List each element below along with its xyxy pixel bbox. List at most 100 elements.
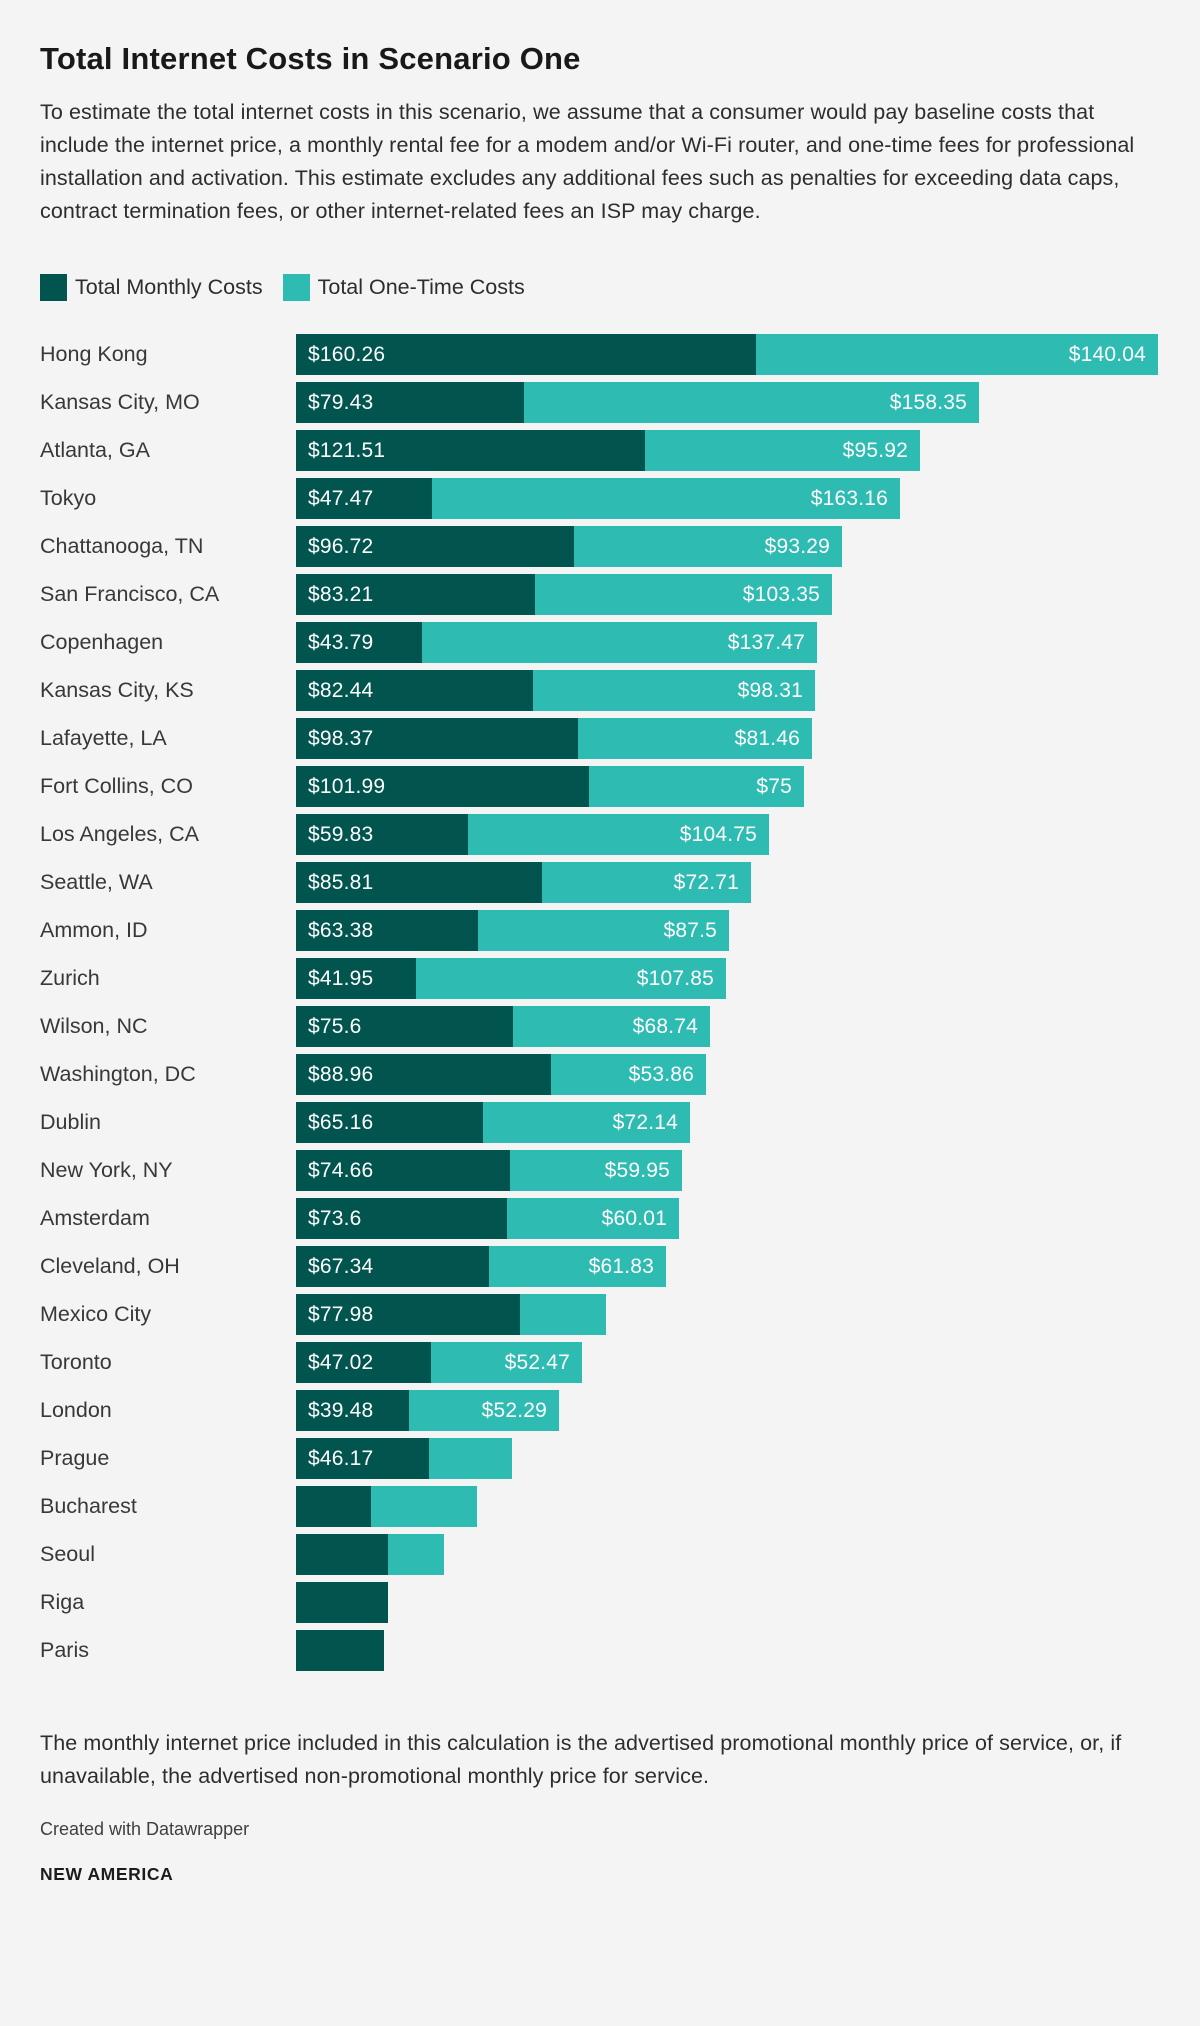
category-label: Fort Collins, CO: [40, 774, 193, 798]
monthly-bar-segment[interactable]: $96.72: [296, 526, 574, 567]
onetime-bar-segment[interactable]: $104.75: [468, 814, 769, 855]
monthly-bar-segment[interactable]: $47.02: [296, 1342, 431, 1383]
bar-value-label: $88.96: [308, 1062, 374, 1086]
bar-row: Chattanooga, TN $96.72 $93.29: [40, 526, 1155, 567]
category-label: Riga: [40, 1590, 85, 1614]
category-label: Tokyo: [40, 486, 97, 510]
onetime-bar-segment[interactable]: $98.31: [533, 670, 815, 711]
onetime-bar-segment[interactable]: $72.71: [542, 862, 751, 903]
monthly-bar-segment[interactable]: $67.34: [296, 1246, 489, 1287]
monthly-bar-segment[interactable]: [296, 1582, 388, 1623]
onetime-bar-segment[interactable]: $137.47: [422, 622, 817, 663]
bar-row: Bucharest: [40, 1486, 1155, 1527]
monthly-bar-segment[interactable]: $46.17: [296, 1438, 429, 1479]
bar-value-label: $43.79: [308, 630, 374, 654]
bar-group: $85.81 $72.71: [296, 862, 751, 903]
bar-row: Kansas City, MO $79.43 $158.35: [40, 382, 1155, 423]
bar-value-label: $52.47: [504, 1350, 570, 1374]
monthly-bar-segment[interactable]: $82.44: [296, 670, 533, 711]
bar-row: Seattle, WA $85.81 $72.71: [40, 862, 1155, 903]
bar-value-label: $101.99: [308, 774, 386, 798]
category-label: Atlanta, GA: [40, 438, 150, 462]
onetime-bar-segment[interactable]: [520, 1294, 606, 1335]
bar-group: $77.98: [296, 1294, 606, 1335]
bar-row: Amsterdam $73.6 $60.01: [40, 1198, 1155, 1239]
category-label: Cleveland, OH: [40, 1254, 180, 1278]
onetime-bar-segment[interactable]: [371, 1486, 477, 1527]
monthly-bar-segment[interactable]: $74.66: [296, 1150, 510, 1191]
onetime-bar-segment[interactable]: $95.92: [645, 430, 920, 471]
monthly-bar-segment[interactable]: $121.51: [296, 430, 645, 471]
bar-row: Ammon, ID $63.38 $87.5: [40, 910, 1155, 951]
onetime-bar-segment[interactable]: $107.85: [416, 958, 726, 999]
bar-row: Zurich $41.95 $107.85: [40, 958, 1155, 999]
monthly-bar-segment[interactable]: [296, 1630, 384, 1671]
onetime-bar-segment[interactable]: $163.16: [432, 478, 900, 519]
bar-row: Cleveland, OH $67.34 $61.83: [40, 1246, 1155, 1287]
bar-chart: Hong Kong $160.26 $140.04 Kansas City, MO $7…: [40, 334, 1158, 1671]
onetime-bar-segment[interactable]: [388, 1534, 444, 1575]
monthly-bar-segment[interactable]: $59.83: [296, 814, 468, 855]
bar-group: $82.44 $98.31: [296, 670, 815, 711]
bar-value-label: $83.21: [308, 582, 374, 606]
monthly-bar-segment[interactable]: $73.6: [296, 1198, 507, 1239]
onetime-bar-segment[interactable]: $87.5: [478, 910, 729, 951]
bar-row: Prague $46.17: [40, 1438, 1155, 1479]
onetime-bar-segment[interactable]: $103.35: [535, 574, 832, 615]
monthly-bar-segment[interactable]: $85.81: [296, 862, 542, 903]
monthly-bar-segment[interactable]: $160.26: [296, 334, 756, 375]
onetime-bar-segment[interactable]: $158.35: [524, 382, 979, 423]
monthly-bar-segment[interactable]: $77.98: [296, 1294, 520, 1335]
onetime-bar-segment[interactable]: $52.47: [431, 1342, 582, 1383]
bar-row: London $39.48 $52.29: [40, 1390, 1155, 1431]
onetime-bar-segment[interactable]: $60.01: [507, 1198, 679, 1239]
monthly-bar-segment[interactable]: $43.79: [296, 622, 422, 663]
monthly-bar-segment[interactable]: [296, 1486, 371, 1527]
bar-group: $96.72 $93.29: [296, 526, 842, 567]
onetime-bar-segment[interactable]: $68.74: [513, 1006, 710, 1047]
monthly-bar-segment[interactable]: $39.48: [296, 1390, 409, 1431]
bar-group: $63.38 $87.5: [296, 910, 729, 951]
monthly-bar-segment[interactable]: $75.6: [296, 1006, 513, 1047]
category-label: Zurich: [40, 966, 100, 990]
monthly-bar-segment[interactable]: $101.99: [296, 766, 589, 807]
monthly-bar-segment[interactable]: $65.16: [296, 1102, 483, 1143]
onetime-bar-segment[interactable]: $75: [589, 766, 804, 807]
bar-value-label: $107.85: [636, 966, 714, 990]
bar-group: [296, 1630, 384, 1671]
category-label: Dublin: [40, 1110, 101, 1134]
bar-group: $101.99 $75: [296, 766, 804, 807]
monthly-bar-segment[interactable]: $47.47: [296, 478, 432, 519]
bar-value-label: $47.47: [308, 486, 374, 510]
bar-group: [296, 1486, 477, 1527]
bar-group: $83.21 $103.35: [296, 574, 832, 615]
monthly-bar-segment[interactable]: $98.37: [296, 718, 578, 759]
bar-row: San Francisco, CA $83.21 $103.35: [40, 574, 1155, 615]
bar-value-label: $81.46: [734, 726, 800, 750]
onetime-bar-segment[interactable]: $140.04: [756, 334, 1158, 375]
onetime-bar-segment[interactable]: $59.95: [510, 1150, 682, 1191]
monthly-bar-segment[interactable]: [296, 1534, 388, 1575]
bar-group: [296, 1534, 444, 1575]
monthly-bar-segment[interactable]: $63.38: [296, 910, 478, 951]
onetime-bar-segment[interactable]: $52.29: [409, 1390, 559, 1431]
onetime-bar-segment[interactable]: $93.29: [574, 526, 842, 567]
bar-value-label: $95.92: [842, 438, 908, 462]
category-label: Lafayette, LA: [40, 726, 167, 750]
monthly-bar-segment[interactable]: $79.43: [296, 382, 524, 423]
bar-value-label: $79.43: [308, 390, 374, 414]
onetime-bar-segment[interactable]: [429, 1438, 512, 1479]
chart-footnote: The monthly internet price included in t…: [40, 1731, 1122, 1788]
category-label: San Francisco, CA: [40, 582, 220, 606]
monthly-bar-segment[interactable]: $88.96: [296, 1054, 551, 1095]
category-label: Prague: [40, 1446, 110, 1470]
onetime-bar-segment[interactable]: $72.14: [483, 1102, 690, 1143]
onetime-bar-segment[interactable]: $81.46: [578, 718, 812, 759]
bar-row: Atlanta, GA $121.51 $95.92: [40, 430, 1155, 471]
monthly-bar-segment[interactable]: $41.95: [296, 958, 416, 999]
legend-item-onetime: Total One-Time Costs: [282, 274, 525, 301]
monthly-bar-segment[interactable]: $83.21: [296, 574, 535, 615]
onetime-bar-segment[interactable]: $61.83: [489, 1246, 666, 1287]
onetime-bar-segment[interactable]: $53.86: [551, 1054, 706, 1095]
